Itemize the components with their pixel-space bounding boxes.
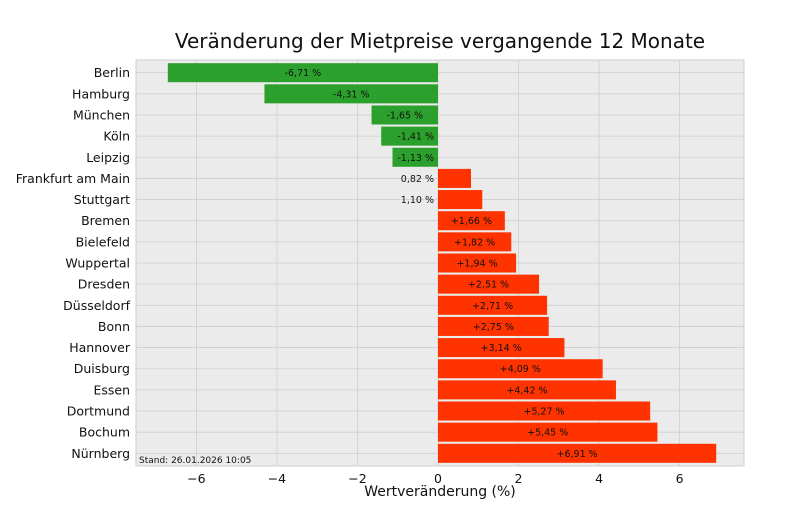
bar [392, 147, 438, 167]
bar [437, 443, 717, 463]
bar [264, 84, 438, 104]
bar [437, 422, 658, 442]
bar [381, 126, 438, 146]
bar [437, 401, 651, 421]
data-label: +2,71 % [472, 301, 513, 312]
data-label: +6,91 % [557, 449, 598, 460]
category-label: Dresden [78, 277, 130, 292]
chart-title: Veränderung der Mietpreise vergangende 1… [175, 29, 705, 53]
category-label: Leipzig [86, 150, 130, 165]
bar [437, 190, 483, 210]
x-tick-label: −2 [348, 471, 366, 486]
bar [167, 63, 438, 83]
data-labels: -6,71 % -4,31 % -1,65 % -1,41 % -1,13 % 0,82 … [285, 68, 598, 460]
data-label: +4,09 % [500, 364, 541, 375]
data-label: +5,27 % [523, 407, 564, 418]
x-tick-label: 0 [434, 471, 442, 486]
data-label: 0,82 % [401, 174, 434, 185]
bar [437, 338, 565, 358]
bar [437, 380, 616, 400]
category-label: Hamburg [72, 86, 130, 101]
x-tick-label: 6 [676, 471, 684, 486]
bar [437, 232, 512, 252]
x-tick-label: −4 [268, 471, 286, 486]
category-label: Bremen [81, 213, 130, 228]
category-label: Berlin [94, 65, 130, 80]
x-axis-label: Wertveränderung (%) [364, 484, 516, 500]
data-label: +3,14 % [481, 343, 522, 354]
data-label: -1,41 % [397, 132, 434, 143]
data-label: +1,94 % [456, 259, 497, 270]
bar [437, 253, 517, 273]
data-label: +4,42 % [506, 385, 547, 396]
bar [437, 274, 540, 294]
x-tick-label: 2 [515, 471, 523, 486]
data-label: -4,31 % [333, 89, 370, 100]
category-label: Bielefeld [76, 234, 130, 249]
bar [437, 211, 505, 231]
bar [437, 316, 549, 336]
data-label: -1,65 % [386, 110, 423, 121]
data-label: -6,71 % [285, 68, 322, 79]
data-label: +1,66 % [451, 216, 492, 227]
bar [437, 168, 472, 188]
category-label: Nürnberg [71, 446, 130, 461]
category-label: Hannover [69, 340, 131, 355]
x-tick-labels: −6 −4 −2 0 2 4 6 [187, 471, 683, 486]
category-label: Düsseldorf [63, 298, 130, 313]
data-label: +5,45 % [527, 428, 568, 439]
bar [437, 359, 603, 379]
data-label: -1,13 % [397, 153, 434, 164]
category-label: Frankfurt am Main [16, 171, 130, 186]
bar [371, 105, 438, 125]
timestamp-footnote: Stand: 26.01.2026 10:05 [139, 456, 251, 466]
x-tick-label: 4 [595, 471, 603, 486]
category-labels: Berlin Hamburg München Köln Leipzig Frankfurt… [16, 65, 131, 461]
category-label: Köln [103, 129, 130, 144]
x-tick-label: −6 [187, 471, 205, 486]
category-label: Essen [93, 382, 130, 397]
category-label: Bochum [79, 425, 130, 440]
data-label: 1,10 % [401, 195, 434, 206]
bar [437, 295, 548, 315]
category-label: Wuppertal [65, 256, 130, 271]
category-label: Bonn [98, 319, 130, 334]
data-label: +2,75 % [473, 322, 514, 333]
data-label: +1,82 % [454, 237, 495, 248]
category-label: Dortmund [67, 404, 130, 419]
data-label: +2,51 % [468, 280, 509, 291]
category-label: Duisburg [74, 361, 130, 376]
category-label: München [73, 107, 130, 122]
plot-border [135, 59, 745, 467]
bars [167, 63, 717, 463]
category-label: Stuttgart [74, 192, 130, 207]
